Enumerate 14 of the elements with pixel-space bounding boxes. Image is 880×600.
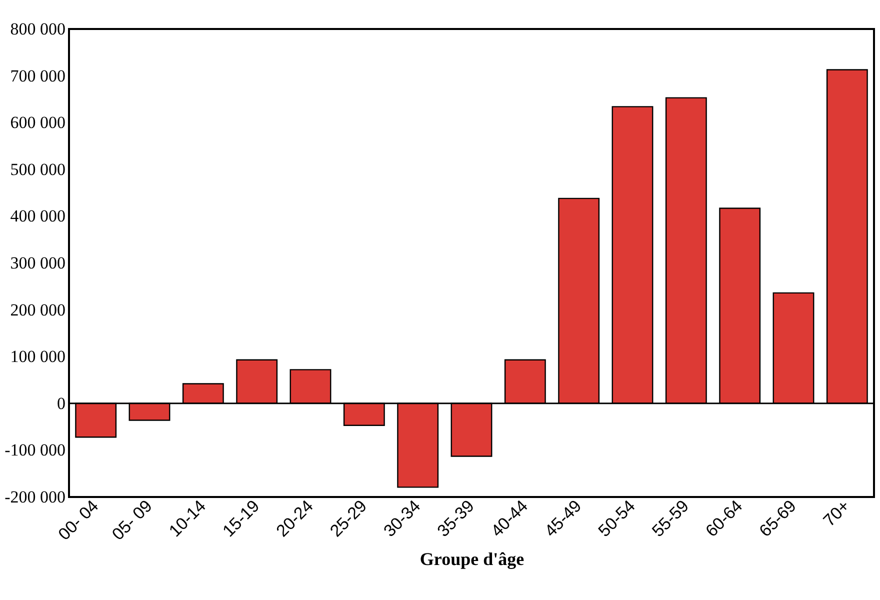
y-tick-label: 600 000 [10,113,66,132]
y-tick-label: 800 000 [10,20,66,38]
y-tick-label: 500 000 [10,160,66,179]
y-tick-label: 0 [57,394,66,413]
y-tick-label: 100 000 [10,347,66,366]
x-axis-title: Groupe d'âge [420,549,524,570]
y-tick-label: 700 000 [10,66,66,86]
x-tick-label: 05- 09 [108,496,156,544]
x-tick-label: 70+ [820,496,854,530]
y-tick-label: 400 000 [10,206,66,226]
y-tick-label: -200 000 [4,488,66,506]
y-tick-label: 200 000 [10,300,66,320]
y-tick-label: -100 000 [4,440,66,460]
y-tick-label: 300 000 [10,254,66,272]
